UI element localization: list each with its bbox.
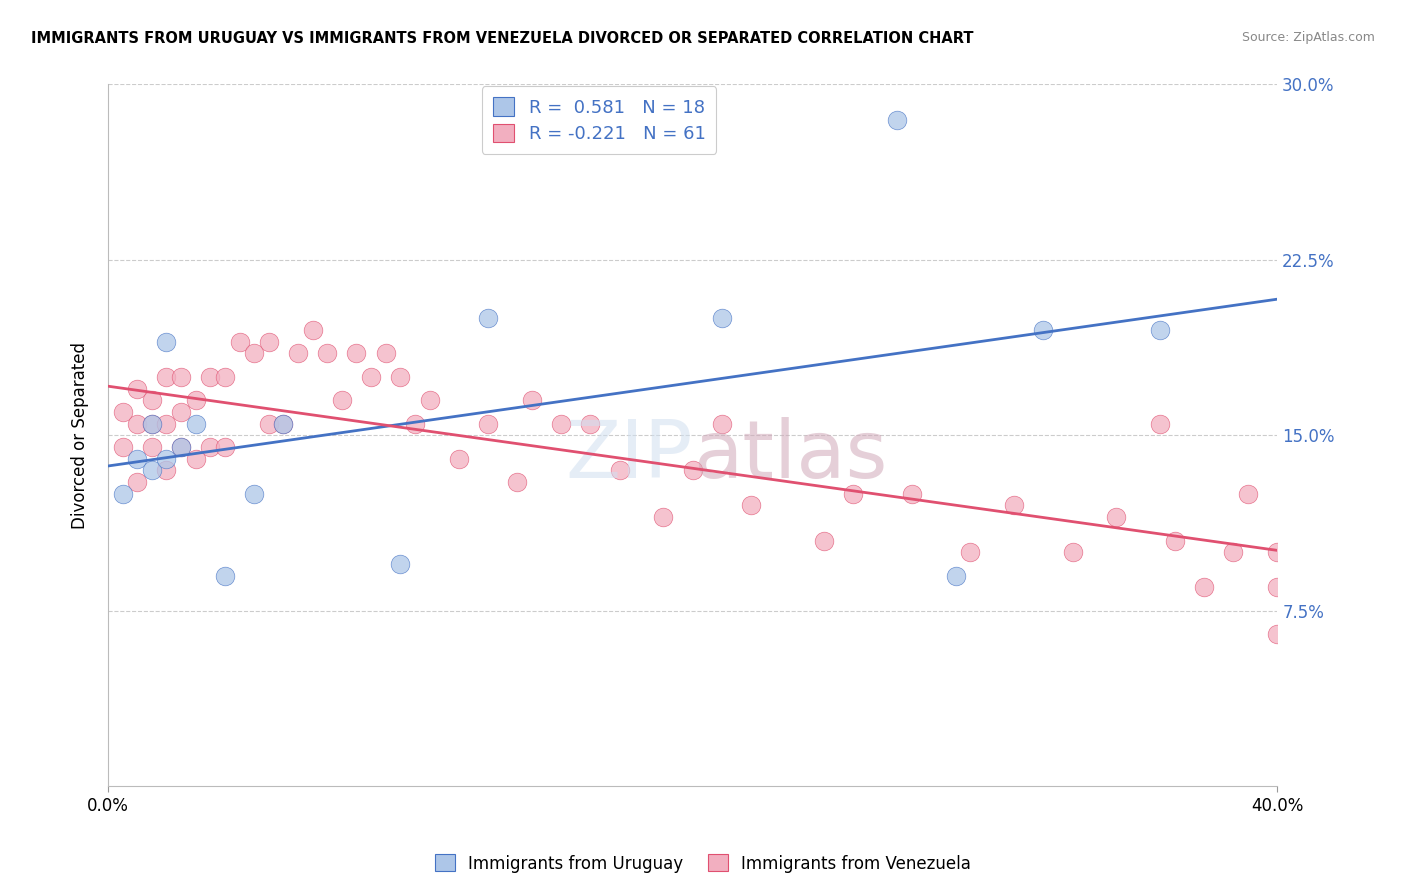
Point <box>506 475 529 489</box>
Point <box>374 346 396 360</box>
Point <box>945 568 967 582</box>
Point <box>170 440 193 454</box>
Point <box>316 346 339 360</box>
Point <box>1002 499 1025 513</box>
Point <box>111 487 134 501</box>
Point <box>127 451 149 466</box>
Point <box>184 451 207 466</box>
Text: Source: ZipAtlas.com: Source: ZipAtlas.com <box>1241 31 1375 45</box>
Point <box>579 417 602 431</box>
Point <box>301 323 323 337</box>
Point <box>682 463 704 477</box>
Point <box>813 533 835 548</box>
Point <box>710 311 733 326</box>
Point <box>404 417 426 431</box>
Point <box>652 510 675 524</box>
Point <box>155 463 177 477</box>
Point <box>360 369 382 384</box>
Point <box>141 393 163 408</box>
Point <box>141 463 163 477</box>
Point <box>170 440 193 454</box>
Point <box>389 369 412 384</box>
Point <box>1192 580 1215 594</box>
Point <box>214 369 236 384</box>
Point <box>228 334 250 349</box>
Point <box>257 334 280 349</box>
Point <box>1164 533 1187 548</box>
Point <box>1265 627 1288 641</box>
Point <box>200 369 222 384</box>
Point <box>477 311 499 326</box>
Point <box>447 451 470 466</box>
Point <box>243 346 266 360</box>
Point <box>1032 323 1054 337</box>
Point <box>127 475 149 489</box>
Point <box>419 393 441 408</box>
Point <box>170 369 193 384</box>
Point <box>1062 545 1084 559</box>
Point <box>330 393 353 408</box>
Point <box>214 568 236 582</box>
Point <box>959 545 981 559</box>
Point <box>155 417 177 431</box>
Text: ZIP: ZIP <box>565 417 693 495</box>
Point <box>886 112 908 127</box>
Point <box>1265 545 1288 559</box>
Point <box>214 440 236 454</box>
Point <box>389 557 412 571</box>
Point <box>155 369 177 384</box>
Point <box>257 417 280 431</box>
Point <box>127 417 149 431</box>
Point <box>111 440 134 454</box>
Point <box>184 417 207 431</box>
Point <box>1237 487 1260 501</box>
Point <box>740 499 762 513</box>
Point <box>111 405 134 419</box>
Point <box>287 346 309 360</box>
Point <box>609 463 631 477</box>
Text: atlas: atlas <box>693 417 887 495</box>
Legend: R =  0.581   N = 18, R = -0.221   N = 61: R = 0.581 N = 18, R = -0.221 N = 61 <box>482 87 717 154</box>
Point <box>710 417 733 431</box>
Point <box>184 393 207 408</box>
Point <box>170 405 193 419</box>
Point <box>243 487 266 501</box>
Point <box>1149 417 1171 431</box>
Point <box>127 382 149 396</box>
Point <box>1105 510 1128 524</box>
Point <box>1265 580 1288 594</box>
Point <box>273 417 295 431</box>
Point <box>141 440 163 454</box>
Point <box>477 417 499 431</box>
Point <box>141 417 163 431</box>
Point <box>550 417 572 431</box>
Y-axis label: Divorced or Separated: Divorced or Separated <box>72 342 89 529</box>
Point <box>141 417 163 431</box>
Legend: Immigrants from Uruguay, Immigrants from Venezuela: Immigrants from Uruguay, Immigrants from… <box>427 847 979 880</box>
Point <box>901 487 924 501</box>
Point <box>346 346 368 360</box>
Point <box>273 417 295 431</box>
Text: IMMIGRANTS FROM URUGUAY VS IMMIGRANTS FROM VENEZUELA DIVORCED OR SEPARATED CORRE: IMMIGRANTS FROM URUGUAY VS IMMIGRANTS FR… <box>31 31 973 46</box>
Point <box>200 440 222 454</box>
Point <box>1222 545 1244 559</box>
Point <box>1149 323 1171 337</box>
Point <box>155 451 177 466</box>
Point <box>842 487 865 501</box>
Point <box>155 334 177 349</box>
Point <box>520 393 543 408</box>
